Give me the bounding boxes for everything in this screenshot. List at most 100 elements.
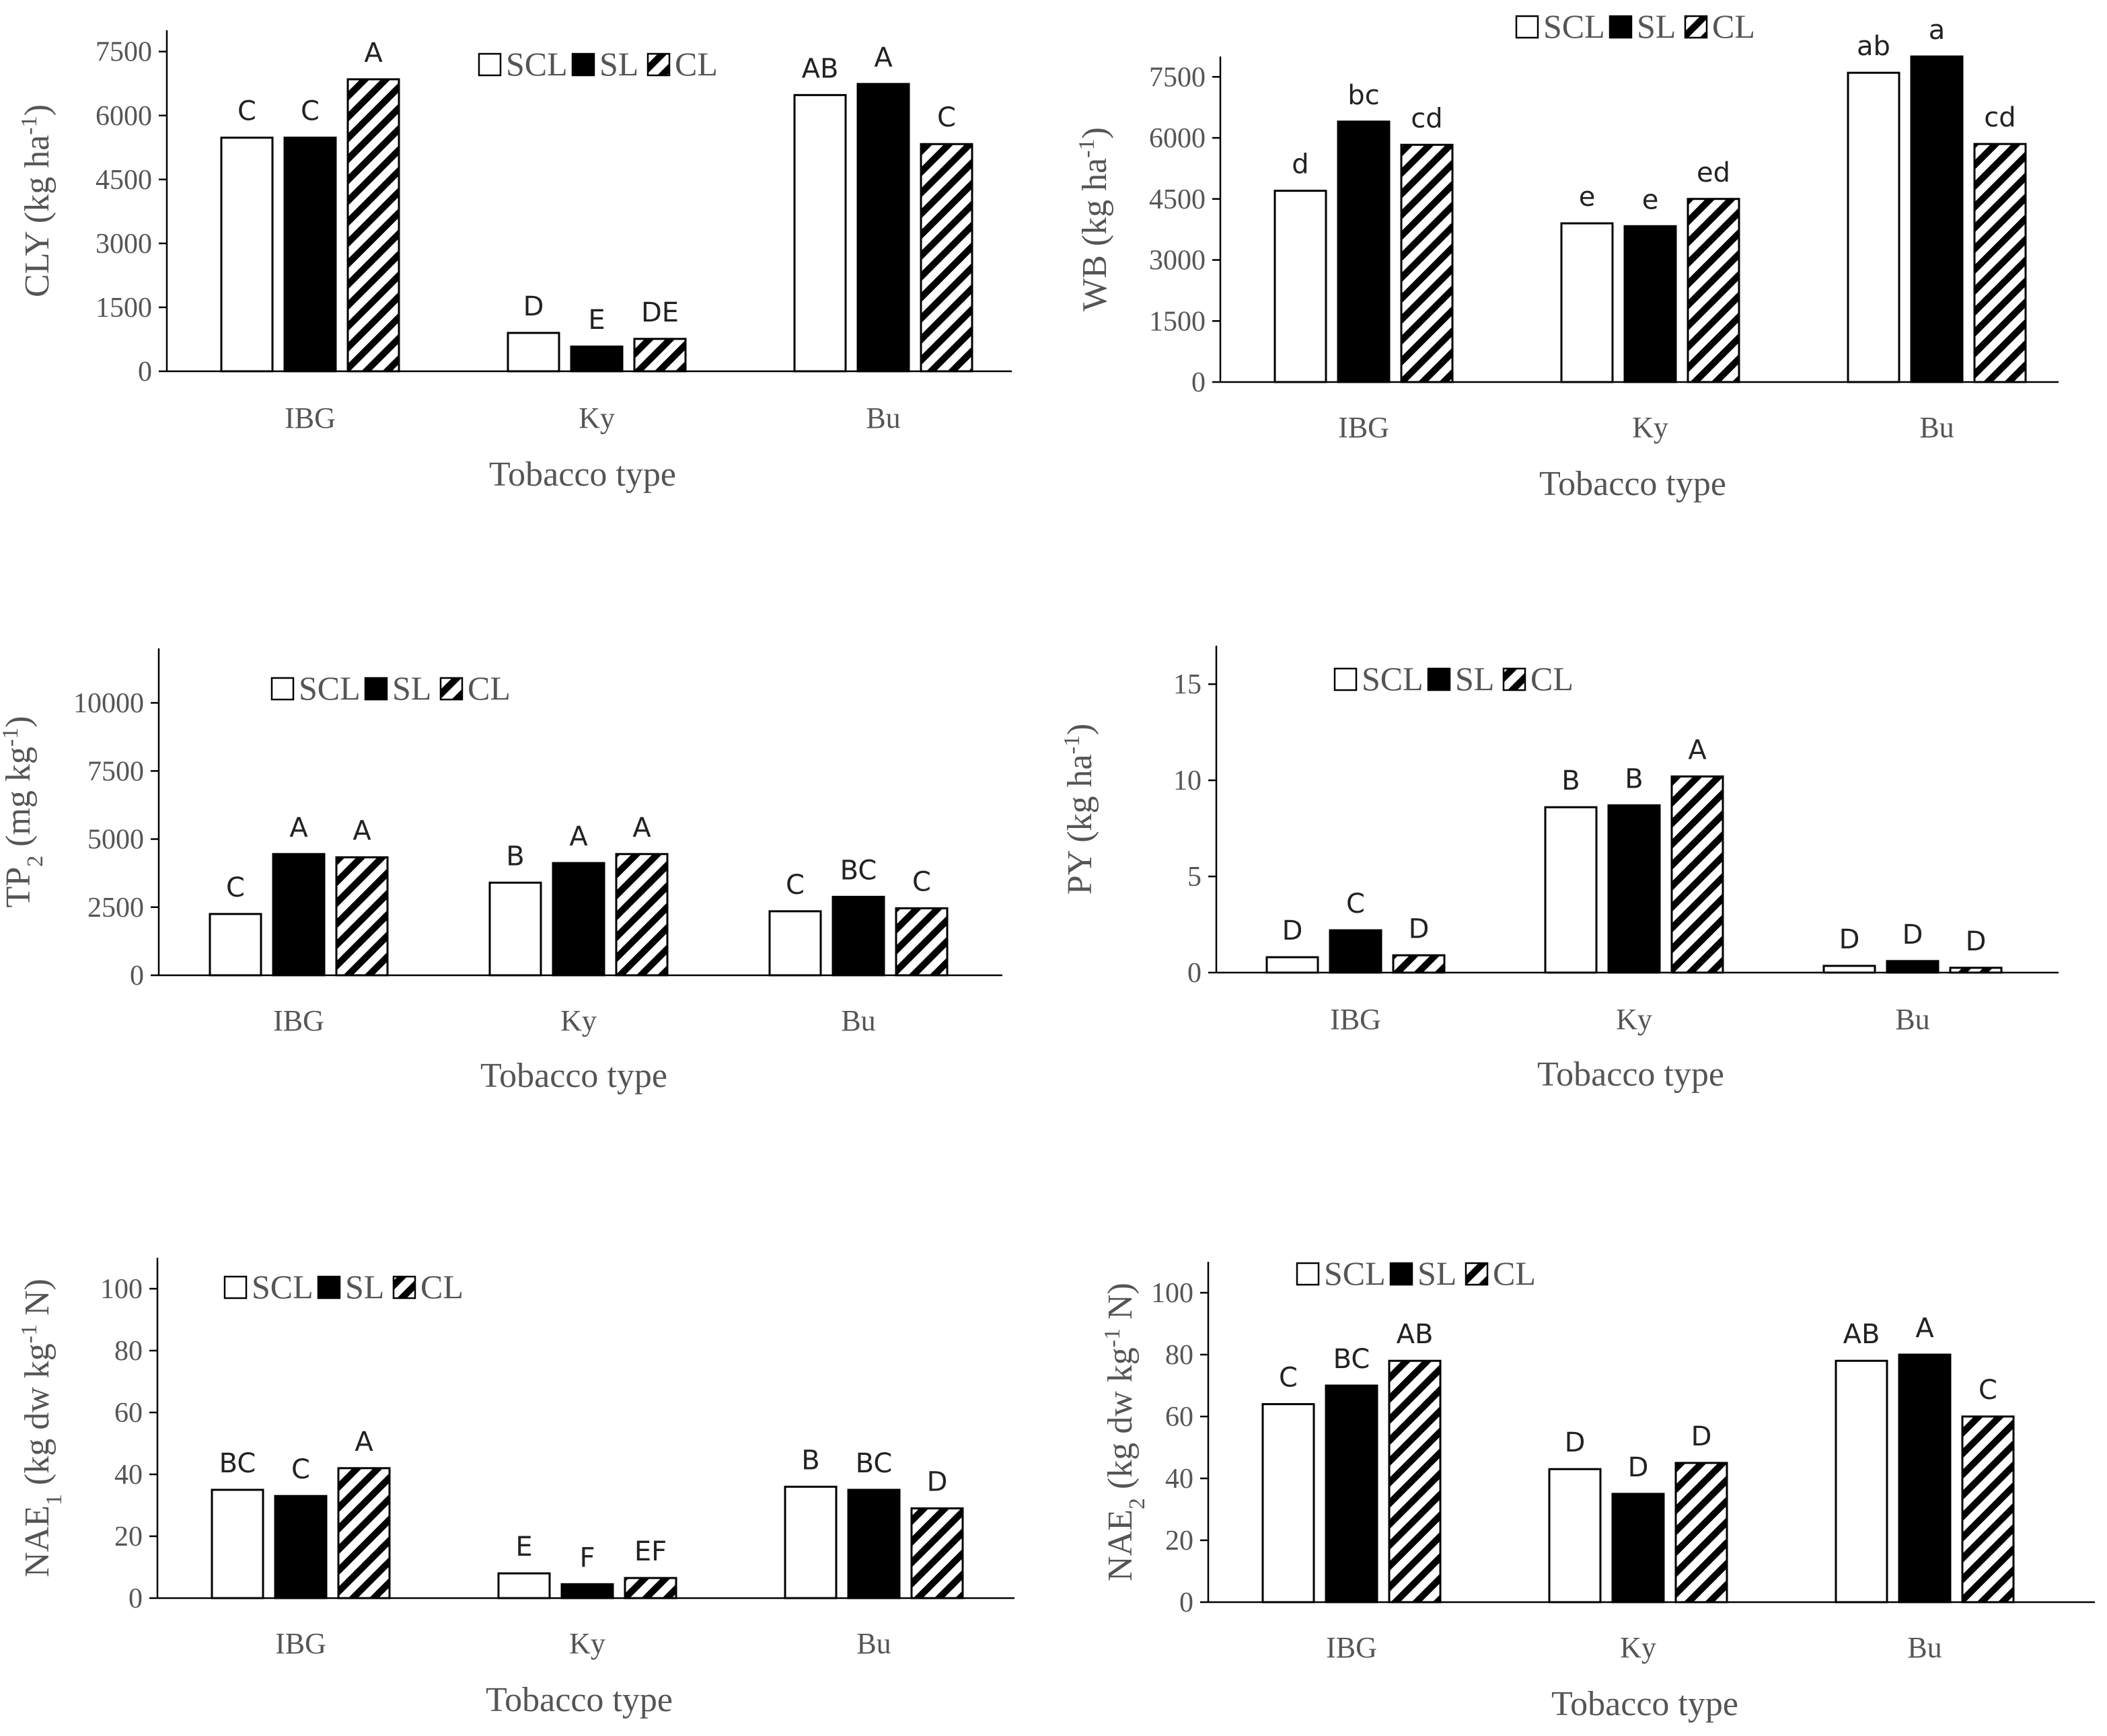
bar-cl-bu (895, 907, 949, 977)
bar-cl-ky (633, 338, 687, 373)
y-tick-label: 80 (114, 1336, 143, 1367)
y-axis-title-part: (kg dw kg (1101, 1347, 1140, 1498)
legend-swatch-sl (317, 1275, 341, 1299)
y-tick-label: 2500 (87, 893, 144, 923)
significance-label: D (1902, 919, 1923, 950)
bar-sl-ibg (274, 1495, 328, 1599)
y-tick-label: 100 (1151, 1278, 1193, 1309)
bar-sl-ky (560, 1583, 614, 1599)
significance-label: bc (1347, 80, 1379, 111)
y-tick-label: 7500 (96, 37, 152, 68)
bar-sl-ibg (1329, 929, 1382, 974)
significance-label: DE (641, 297, 679, 328)
y-axis-title-part: ) (1061, 724, 1099, 735)
significance-label: C (1979, 1375, 1997, 1406)
category-label: Bu (856, 1627, 891, 1660)
y-axis-title: NAE1 (kg dw kg-1 N) (17, 1279, 67, 1577)
legend-swatch-scl (478, 52, 502, 77)
legend-label: CL (675, 45, 718, 83)
bar-cl-ibg (335, 856, 389, 977)
significance-label: D (1966, 926, 1987, 957)
significance-label: A (1915, 1313, 1934, 1344)
legend-swatch-cl (646, 52, 671, 77)
y-tick-label: 20 (1165, 1525, 1193, 1556)
y-axis-title: TP2 (mg kg-1) (0, 716, 48, 907)
bar-cl-ibg (346, 78, 400, 373)
significance-label: A (289, 813, 308, 843)
legend-swatch-cl (1502, 667, 1526, 691)
bar-cl-ibg (1400, 143, 1454, 383)
legend-label: SCL (1543, 7, 1605, 45)
bar-scl-ibg (1261, 1403, 1315, 1603)
bar-cl-ky (1687, 198, 1740, 383)
x-axis-title: Tobacco type (489, 455, 676, 494)
significance-label: A (874, 42, 893, 73)
bar-scl-ky (488, 881, 542, 977)
bar-cl-ibg (337, 1467, 391, 1599)
legend-label: CL (468, 669, 511, 707)
bar-cl-bu (1949, 967, 2003, 974)
legend-label: SL (1417, 1254, 1456, 1292)
significance-label: A (355, 1427, 373, 1458)
bar-scl-bu (784, 1485, 838, 1599)
significance-label: B (801, 1445, 819, 1476)
significance-label: A (1688, 734, 1707, 765)
legend-label: SCL (506, 45, 568, 83)
bar-sl-bu (1898, 1353, 1952, 1603)
y-tick-label: 10000 (73, 688, 144, 719)
y-tick-label: 1500 (1149, 306, 1206, 337)
legend-label: SCL (252, 1268, 313, 1306)
y-tick-label: 3000 (96, 229, 152, 260)
y-axis-title-part: -1 (1100, 1328, 1125, 1347)
bar-sl-ky (570, 345, 624, 373)
significance-label: C (237, 96, 256, 127)
bar-cl-ky (1674, 1462, 1728, 1603)
y-axis-title: PY (kg ha-1) (1060, 724, 1100, 895)
bar-scl-bu (1822, 965, 1876, 974)
significance-label: AB (1843, 1319, 1880, 1350)
significance-label: D (1839, 924, 1860, 955)
y-tick-label: 4500 (96, 165, 152, 196)
legend-swatch-cl (439, 677, 464, 701)
significance-label: ed (1697, 157, 1730, 188)
significance-label: C (301, 96, 320, 127)
category-label: Bu (841, 1004, 875, 1037)
bar-sl-bu (1886, 960, 1939, 974)
legend: SCL SL CL (270, 669, 511, 707)
y-tick-label: 15 (1173, 669, 1202, 700)
category-label: IBG (285, 402, 336, 435)
legend: SCL SL CL (478, 45, 718, 83)
legend-swatch-cl (1684, 15, 1708, 39)
category-label: IBG (1338, 411, 1389, 444)
legend-label: SL (345, 1268, 384, 1306)
legend-swatch-scl (1296, 1262, 1320, 1286)
bar-scl-ibg (209, 913, 262, 977)
significance-label: D (1628, 1452, 1649, 1483)
significance-label: C (226, 872, 245, 903)
bar-scl-bu (768, 910, 822, 977)
legend-swatch-cl (1465, 1262, 1489, 1286)
bar-sl-ibg (1337, 120, 1391, 383)
legend-swatch-scl (1333, 667, 1358, 691)
y-tick-label: 0 (1179, 1587, 1193, 1618)
x-axis-title: Tobacco type (480, 1057, 667, 1095)
y-tick-label: 4500 (1149, 184, 1206, 215)
legend-label: SL (599, 45, 638, 83)
legend-label: SL (1455, 660, 1494, 697)
legend-label: CL (420, 1268, 464, 1306)
legend-label: CL (1712, 7, 1755, 45)
significance-label: D (927, 1467, 948, 1498)
bar-sl-ibg (272, 853, 326, 977)
y-axis-title-part: (mg kg (0, 747, 38, 856)
legend: SCL SL CL (223, 1268, 464, 1306)
significance-label: e (1642, 184, 1659, 215)
legend-swatch-sl (1427, 667, 1451, 691)
y-axis-title: NAE2 (kg dw kg-1 N) (1100, 1283, 1150, 1581)
y-tick-label: 6000 (1149, 123, 1206, 154)
category-label: Ky (1620, 1631, 1656, 1664)
significance-label: cd (1984, 102, 2016, 133)
bar-scl-ky (1560, 222, 1614, 383)
category-label: Bu (866, 402, 900, 435)
bar-cl-ibg (1388, 1359, 1442, 1603)
